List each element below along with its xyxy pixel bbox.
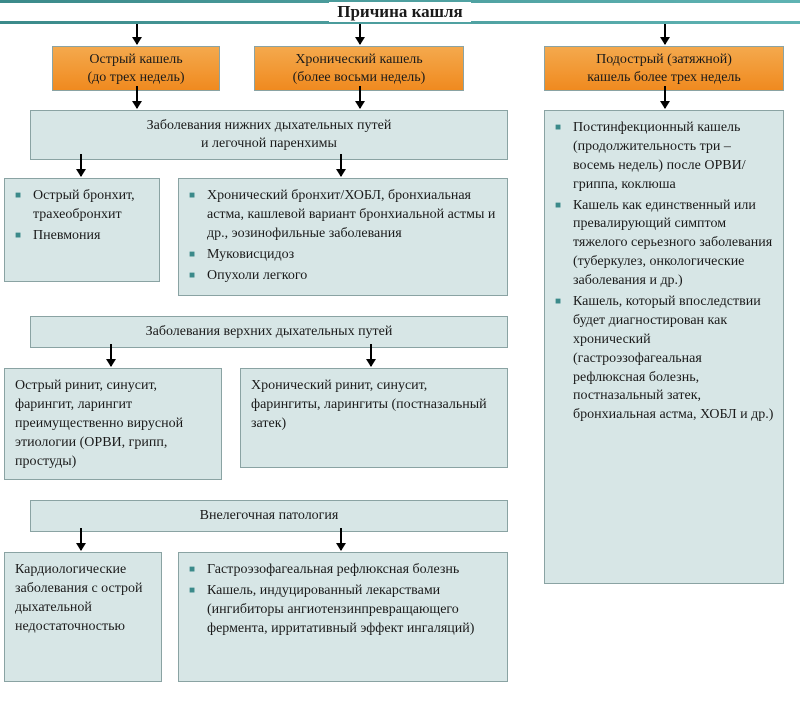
list-item: Хронический бронхит/ХОБЛ, бронхиальная а… xyxy=(189,187,499,244)
section-extrapulmonary: Внелегочная патология xyxy=(30,500,508,532)
list-item: Острый бронхит, трахеобронхит xyxy=(15,187,151,225)
chart-title-bar: Причина кашля xyxy=(0,0,800,24)
category-subacute-l1: Подострый (затяжной) xyxy=(551,51,777,69)
category-chronic-l1: Хронический кашель xyxy=(261,51,457,69)
flow-arrow xyxy=(664,24,666,44)
chart-title: Причина кашля xyxy=(329,2,471,22)
subacute-box: Постинфекционный кашель (продолжительнос… xyxy=(544,110,784,584)
list-item: Кашель, индуцированный лекарствами (инги… xyxy=(189,582,499,639)
lower-resp-acute-list: Острый бронхит, трахеобронхит Пневмония xyxy=(15,187,151,246)
flow-arrow xyxy=(340,528,342,550)
upper-resp-acute-text: Острый ринит, синусит, фарингит, ларинги… xyxy=(15,378,183,469)
extrapulm-acute-text: Кардиологические заболевания с острой ды… xyxy=(15,562,143,634)
section-lower-l2: и легочной паренхимы xyxy=(39,135,499,153)
flow-arrow xyxy=(136,86,138,108)
flow-arrow xyxy=(340,154,342,176)
subacute-list: Постинфекционный кашель (продолжительнос… xyxy=(555,119,775,425)
flow-arrow xyxy=(136,24,138,44)
flow-arrow xyxy=(110,344,112,366)
list-item: Постинфекционный кашель (продолжительнос… xyxy=(555,119,775,195)
section-lower-l1: Заболевания нижних дыхательных путей xyxy=(39,117,499,135)
category-chronic-l2: (более восьми недель) xyxy=(261,69,457,87)
upper-resp-chronic-box: Хронический ринит, синусит, фарингиты, л… xyxy=(240,368,508,468)
flow-arrow xyxy=(664,86,666,108)
category-subacute-l2: кашель более трех недель xyxy=(551,69,777,87)
category-acute-l1: Острый кашель xyxy=(59,51,213,69)
list-item: Муковисцидоз xyxy=(189,246,499,265)
section-extra-label: Внелегочная патология xyxy=(200,508,339,523)
category-subacute: Подострый (затяжной) кашель более трех н… xyxy=(544,46,784,91)
section-lower-respiratory: Заболевания нижних дыхательных путей и л… xyxy=(30,110,508,160)
list-item: Кашель, который впоследствии будет диагн… xyxy=(555,293,775,425)
flow-arrow xyxy=(80,528,82,550)
lower-resp-chronic-list: Хронический бронхит/ХОБЛ, бронхиальная а… xyxy=(189,187,499,285)
extrapulm-acute-box: Кардиологические заболевания с острой ды… xyxy=(4,552,162,682)
section-upper-respiratory: Заболевания верхних дыхательных путей xyxy=(30,316,508,348)
section-upper-label: Заболевания верхних дыхательных путей xyxy=(146,324,393,339)
list-item: Пневмония xyxy=(15,227,151,246)
lower-resp-acute-box: Острый бронхит, трахеобронхит Пневмония xyxy=(4,178,160,282)
category-chronic: Хронический кашель (более восьми недель) xyxy=(254,46,464,91)
category-acute-l2: (до трех недель) xyxy=(59,69,213,87)
lower-resp-chronic-box: Хронический бронхит/ХОБЛ, бронхиальная а… xyxy=(178,178,508,296)
flow-arrow xyxy=(359,24,361,44)
list-item: Гастроэзофагеальная рефлюксная болезнь xyxy=(189,561,499,580)
flow-arrow xyxy=(359,86,361,108)
upper-resp-chronic-text: Хронический ринит, синусит, фарингиты, л… xyxy=(251,378,487,431)
category-acute: Острый кашель (до трех недель) xyxy=(52,46,220,91)
list-item: Опухоли легкого xyxy=(189,267,499,286)
upper-resp-acute-box: Острый ринит, синусит, фарингит, ларинги… xyxy=(4,368,222,480)
flow-arrow xyxy=(80,154,82,176)
flow-arrow xyxy=(370,344,372,366)
extrapulm-chronic-list: Гастроэзофагеальная рефлюксная болезнь К… xyxy=(189,561,499,639)
list-item: Кашель как единственный или превалирующи… xyxy=(555,197,775,291)
extrapulm-chronic-box: Гастроэзофагеальная рефлюксная болезнь К… xyxy=(178,552,508,682)
